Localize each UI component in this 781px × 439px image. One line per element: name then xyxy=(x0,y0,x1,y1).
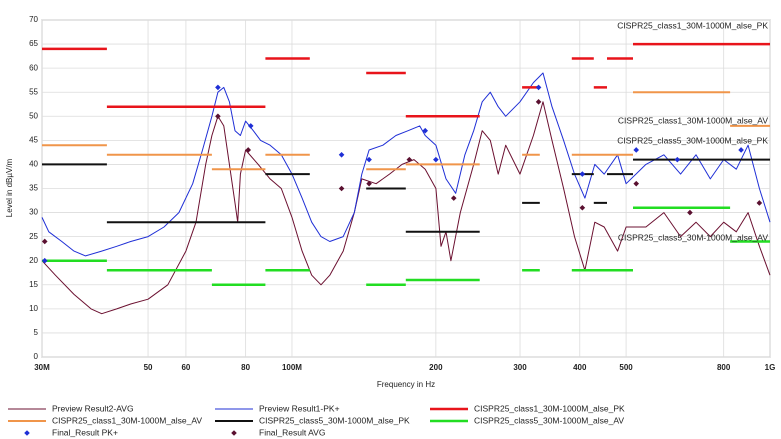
legend-label: Final_Result PK+ xyxy=(52,427,118,437)
legend-marker xyxy=(231,430,237,436)
marker xyxy=(535,84,542,91)
limit-label: CISPR25_class5_30M-1000M_alse_PK xyxy=(617,135,768,145)
marker xyxy=(41,238,48,245)
series-line xyxy=(42,42,770,118)
x-tick-label: 200 xyxy=(429,363,443,372)
y-tick-label: 10 xyxy=(29,304,38,313)
series-line xyxy=(42,91,770,171)
legend-label: Final_Result AVG xyxy=(259,427,325,437)
x-tick-label: 100M xyxy=(282,363,302,372)
legend-marker xyxy=(24,430,30,436)
x-tick-label: 400 xyxy=(573,363,587,372)
series-line xyxy=(41,72,771,257)
legend-label: CISPR25_class5_30M-1000M_alse_AV xyxy=(474,415,624,425)
marker xyxy=(338,152,345,158)
y-axis-label: Level in dBµV/m xyxy=(5,158,14,217)
marker xyxy=(247,123,254,129)
y-tick-label: 60 xyxy=(29,63,38,72)
x-tick-label: 50 xyxy=(144,363,153,372)
marker xyxy=(215,113,221,120)
x-tick-label: 30M xyxy=(34,363,50,372)
x-tick-label: 60 xyxy=(181,363,190,372)
marker xyxy=(579,171,586,177)
legend-label: Preview Result1-PK+ xyxy=(259,403,340,413)
marker xyxy=(738,147,744,153)
y-tick-label: 25 xyxy=(29,232,38,241)
y-tick-label: 40 xyxy=(29,160,38,169)
series-line xyxy=(42,206,770,287)
marker xyxy=(366,180,372,187)
limit-label: CISPR25_class1_30M-1000M_alse_AV xyxy=(618,115,768,125)
marker xyxy=(433,156,439,163)
x-tick-label: 300 xyxy=(513,363,527,372)
marker xyxy=(633,147,640,153)
marker xyxy=(406,156,413,163)
y-tick-label: 45 xyxy=(29,135,38,144)
y-tick-label: 35 xyxy=(29,184,38,193)
limit-label: CISPR25_class5_30M-1000M_alse_AV xyxy=(618,232,768,242)
y-tick-label: 65 xyxy=(29,39,38,48)
y-tick-label: 0 xyxy=(34,352,39,361)
marker xyxy=(450,195,457,201)
legend-label: CISPR25_class5_30M-1000M_alse_PK xyxy=(259,415,410,425)
marker xyxy=(338,185,345,192)
marker xyxy=(41,257,48,264)
marker xyxy=(674,156,681,163)
y-tick-label: 5 xyxy=(34,328,39,337)
x-tick-label: 500 xyxy=(619,363,633,372)
marker xyxy=(366,156,372,163)
legend-label: CISPR25_class1_30M-1000M_alse_AV xyxy=(52,415,202,425)
marker xyxy=(633,180,640,187)
y-tick-label: 50 xyxy=(29,111,38,120)
limit-label: CISPR25_class1_30M-1000M_alse_PK xyxy=(617,20,768,30)
x-tick-label: 800 xyxy=(717,363,731,372)
marker xyxy=(422,127,429,134)
x-axis-label: Frequency in Hz xyxy=(377,380,435,389)
x-tick-label: 80 xyxy=(241,363,250,372)
marker xyxy=(756,200,763,206)
y-tick-label: 20 xyxy=(29,256,38,265)
marker xyxy=(579,204,586,211)
legend-label: Preview Result2-AVG xyxy=(52,403,134,413)
y-tick-label: 30 xyxy=(29,208,38,217)
marker xyxy=(215,84,221,91)
marker xyxy=(687,209,693,216)
y-tick-label: 55 xyxy=(29,87,38,96)
y-tick-label: 15 xyxy=(29,280,38,289)
y-tick-label: 70 xyxy=(29,15,38,24)
series-line xyxy=(41,101,771,315)
marker xyxy=(535,99,542,105)
x-tick-label: 1G xyxy=(765,363,776,372)
legend-label: CISPR25_class1_30M-1000M_alse_PK xyxy=(474,403,625,413)
marker xyxy=(245,147,252,153)
